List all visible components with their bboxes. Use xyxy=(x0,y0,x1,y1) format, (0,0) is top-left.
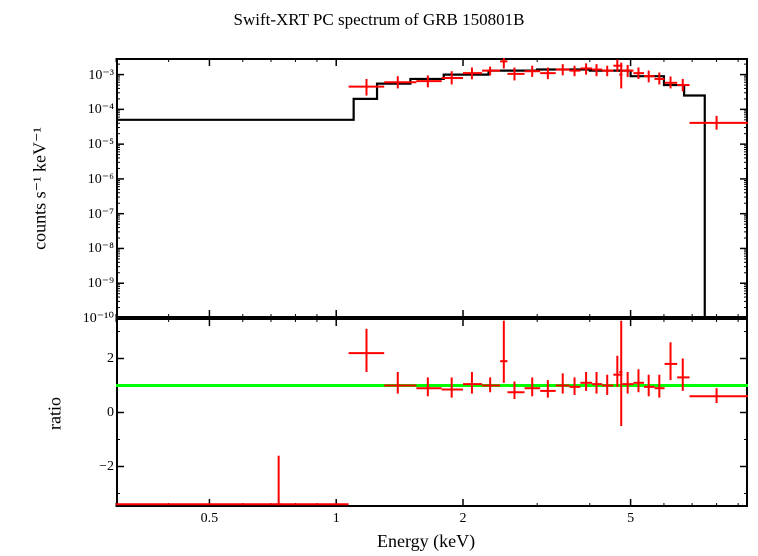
chart-container: Swift-XRT PC spectrum of GRB 150801B cou… xyxy=(0,0,758,556)
